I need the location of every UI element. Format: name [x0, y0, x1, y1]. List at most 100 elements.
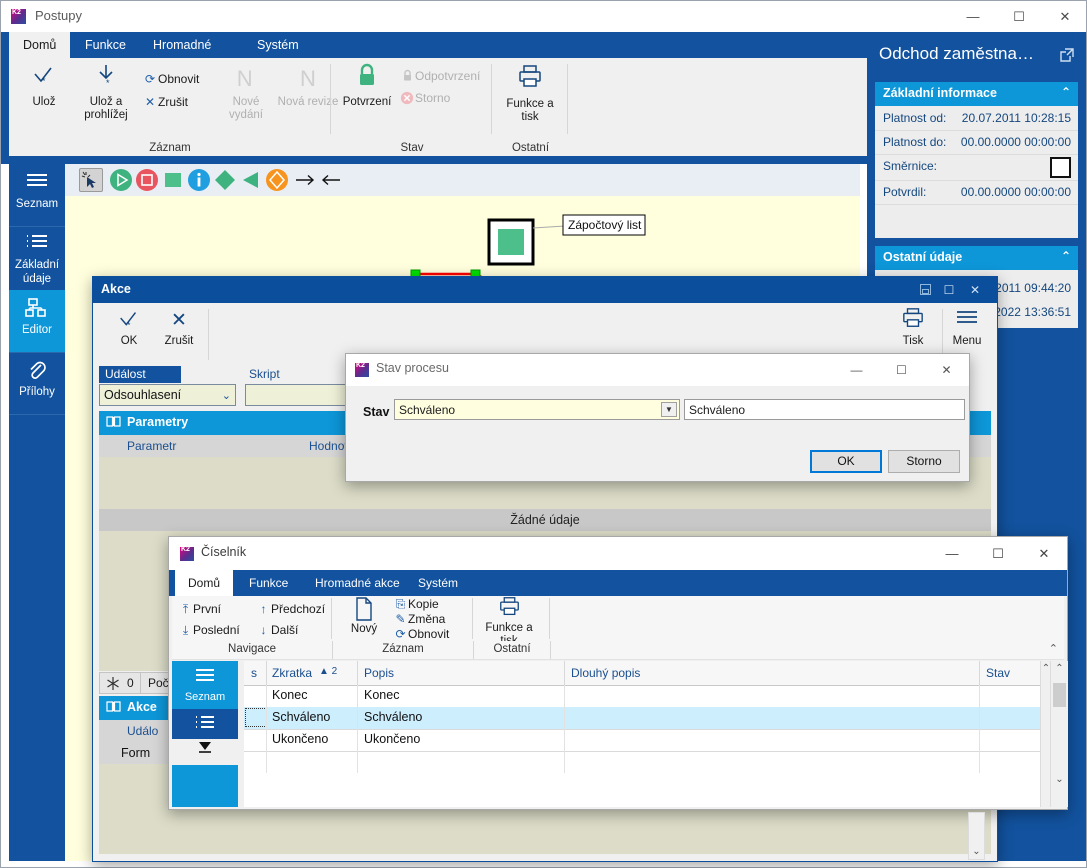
green-play-circle-icon[interactable]: [109, 168, 133, 192]
cancel-button[interactable]: ✕ Zrušit: [142, 95, 188, 109]
open-external-icon[interactable]: [1060, 48, 1074, 65]
maximize-button[interactable]: ☐: [943, 283, 955, 297]
pointer-sparkle-icon[interactable]: [79, 168, 103, 192]
column-form[interactable]: Form: [121, 746, 151, 760]
chevron-down-icon[interactable]: ⌄: [1055, 774, 1064, 785]
main-scrollbar-vertical[interactable]: ⌄: [968, 812, 985, 860]
tab-domu[interactable]: Domů: [175, 570, 234, 596]
sidebar-item-prilohy[interactable]: Přílohy: [9, 352, 65, 415]
column-popis[interactable]: Popis: [364, 666, 395, 680]
stav-combobox[interactable]: Schváleno ▼: [394, 399, 680, 420]
scrollbar-thumb[interactable]: [1053, 683, 1066, 707]
column-hodnota[interactable]: Hodnota: [309, 439, 355, 453]
refresh-button[interactable]: ⟳ Obnovit: [142, 72, 199, 86]
new-button[interactable]: Nový: [337, 597, 391, 636]
green-diamond-icon[interactable]: [213, 168, 237, 192]
column-divider: [564, 661, 565, 685]
blue-info-circle-icon[interactable]: [187, 168, 211, 192]
table-row[interactable]: Konec Konec: [244, 685, 1040, 708]
confirm-label: Potvrzení: [342, 96, 392, 108]
restore-button[interactable]: [915, 280, 935, 300]
column-parametr[interactable]: Parametr: [127, 439, 177, 453]
first-button[interactable]: ⤒ První: [178, 602, 221, 617]
table-row[interactable]: Ukončeno Ukončeno: [244, 729, 1040, 752]
column-udalost[interactable]: Událo: [127, 724, 159, 738]
cell-zkratka: Konec: [272, 688, 308, 702]
save-button[interactable]: * Ulož: [13, 62, 75, 109]
red-stop-circle-icon[interactable]: [135, 168, 159, 192]
sidebar-item-seznam[interactable]: Seznam: [172, 661, 238, 709]
next-button[interactable]: ↓ Další: [256, 623, 299, 637]
minimize-button[interactable]: —: [850, 363, 863, 377]
sidebar-label-editor: Editor: [21, 324, 53, 336]
chevron-up-icon[interactable]: ⌃: [1041, 663, 1051, 674]
first-label: První: [193, 602, 222, 616]
green-square-icon[interactable]: [161, 168, 185, 192]
akce-menu-button[interactable]: Menu: [941, 307, 993, 347]
grid-scrollbar-vertical[interactable]: ⌃ ⌄: [1050, 661, 1068, 807]
storno-button[interactable]: Storno: [888, 450, 960, 473]
akce-ok-button[interactable]: * OK: [103, 307, 155, 347]
column-stav[interactable]: Stav: [986, 666, 1011, 680]
maximize-button[interactable]: ☐: [992, 546, 1004, 561]
grid-header-row: s Zkratka ▲ 2 Popis Dlouhý popis Stav: [244, 661, 1040, 686]
svg-text:Zápočtový list: Zápočtový list: [568, 218, 642, 232]
section-header-ostatni-udaje[interactable]: Ostatní údaje ⌃: [875, 246, 1078, 270]
table-row[interactable]: Schváleno Schváleno: [244, 707, 1040, 730]
tab-system[interactable]: Systém: [418, 576, 459, 590]
section-header-zakladni-informace[interactable]: Základní informace ⌃: [875, 82, 1078, 106]
sidebar-item-seznam[interactable]: Seznam: [9, 164, 65, 227]
refresh-button[interactable]: ⟳ Obnovit: [393, 627, 449, 641]
close-button[interactable]: ✕: [1038, 546, 1050, 561]
sidebar-expand-button[interactable]: [172, 739, 238, 765]
smernice-checkbox[interactable]: [1050, 157, 1071, 178]
minimize-button[interactable]: —: [945, 546, 959, 561]
akce-cancel-button[interactable]: ✕ Zrušit: [153, 307, 205, 347]
chevron-up-icon[interactable]: ⌃: [1055, 663, 1064, 674]
cell-divider: [979, 729, 980, 751]
arrow-right-icon[interactable]: [293, 168, 315, 192]
sidebar-item-editor[interactable]: Editor: [9, 290, 65, 353]
maximize-button[interactable]: ☐: [896, 363, 907, 377]
sidebar-item-detail[interactable]: [172, 709, 238, 739]
arrow-left-icon[interactable]: [319, 168, 341, 192]
last-button[interactable]: ⤓ Poslední: [178, 623, 240, 638]
close-button[interactable]: ✕: [969, 283, 981, 297]
udalost-combobox[interactable]: Odsouhlasení ⌄: [99, 384, 236, 406]
close-button[interactable]: ✕: [1059, 9, 1071, 24]
maximize-button[interactable]: ☐: [1013, 9, 1025, 24]
tab-system[interactable]: Systém: [257, 38, 299, 52]
tab-domu[interactable]: Domů: [9, 32, 71, 58]
previous-button[interactable]: ↑ Předchozí: [256, 602, 326, 616]
tab-funkce[interactable]: Funkce: [249, 576, 289, 590]
close-button[interactable]: ✕: [941, 363, 952, 377]
table-row-empty[interactable]: [244, 751, 1040, 773]
column-s[interactable]: s: [251, 666, 257, 680]
chevron-down-icon[interactable]: ⌄: [972, 846, 981, 857]
grid-scrollbar-inner[interactable]: ⌃: [1040, 661, 1051, 807]
column-zkratka[interactable]: Zkratka: [272, 666, 313, 680]
confirm-button[interactable]: Potvrzení: [336, 62, 398, 109]
dropdown-arrow-icon: ⌄: [221, 390, 231, 402]
tab-hromadne-akce[interactable]: Hromadné akce: [315, 576, 400, 590]
save-and-view-button[interactable]: * Ulož a prohlížej: [75, 62, 137, 122]
chevron-up-icon[interactable]: ⌃: [1048, 643, 1058, 655]
row-selector[interactable]: [245, 708, 267, 727]
tab-hromadne-akce[interactable]: Hromadné akce: [153, 38, 212, 78]
tab-funkce[interactable]: Funkce: [85, 38, 126, 52]
sidebar-item-zakladni-udaje[interactable]: Základní údaje: [9, 226, 65, 291]
ok-button[interactable]: OK: [810, 450, 882, 473]
functions-and-print-button[interactable]: Funkce a tisk: [499, 64, 561, 124]
field-platnost-do: Platnost do: 00.00.0000 00:00:00: [875, 130, 1078, 155]
minimize-button[interactable]: —: [966, 9, 980, 24]
akce-print-button[interactable]: Tisk: [887, 307, 939, 347]
green-triangle-left-icon[interactable]: [239, 168, 263, 192]
column-dlouhy-popis[interactable]: Dlouhý popis: [571, 666, 641, 680]
stav-text-input[interactable]: Schváleno: [684, 399, 965, 420]
dropdown-arrow-icon[interactable]: ▼: [661, 402, 677, 417]
stav-field-label: Stav: [363, 405, 390, 419]
orange-diamond-circle-icon[interactable]: [265, 168, 289, 192]
change-button[interactable]: ✎ Změna: [393, 612, 445, 626]
copy-button[interactable]: ⎘ Kopie: [393, 597, 439, 612]
book-icon: [106, 415, 121, 431]
